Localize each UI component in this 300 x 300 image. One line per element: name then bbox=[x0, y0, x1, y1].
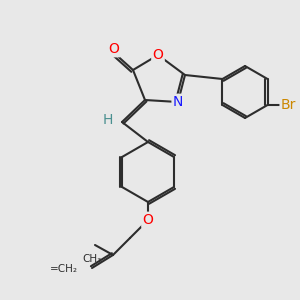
Text: =CH₂: =CH₂ bbox=[50, 264, 78, 274]
Text: Br: Br bbox=[281, 98, 296, 112]
Text: O: O bbox=[109, 42, 119, 56]
Text: O: O bbox=[142, 213, 153, 227]
Text: N: N bbox=[173, 95, 183, 109]
Text: CH₃: CH₃ bbox=[82, 254, 102, 264]
Text: O: O bbox=[153, 48, 164, 62]
Text: H: H bbox=[103, 113, 113, 127]
